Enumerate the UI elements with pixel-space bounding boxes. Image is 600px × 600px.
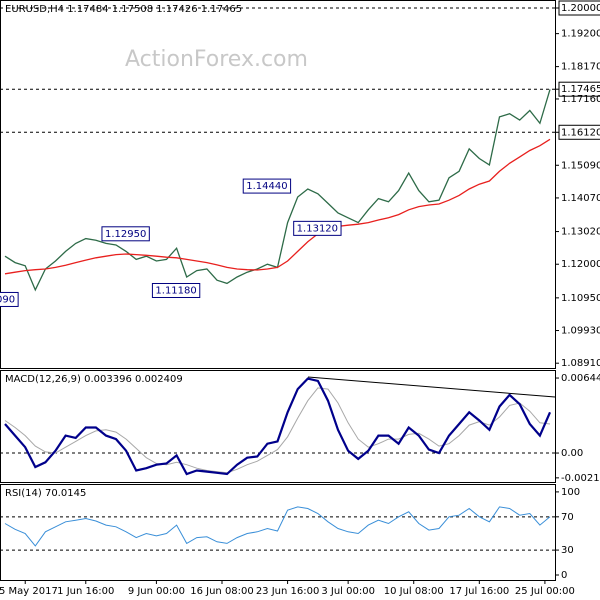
y-tick-label: 1.20000 (561, 3, 600, 14)
annotation-label: 1.13120 (297, 223, 338, 234)
y-tick-label: 70 (561, 512, 574, 523)
y-tick-label: 1.15090 (561, 160, 600, 171)
annotation-box (101, 226, 150, 242)
pane-title: RSI(14) 70.0145 (5, 488, 86, 499)
y-tick-label: 1.18170 (561, 62, 600, 73)
x-tick-label: 1 Jun 16:00 (57, 586, 114, 597)
annotation-label: 1.11180 (155, 285, 196, 296)
y-tick-label: 1.19200 (561, 29, 600, 40)
x-tick-label: 17 Jul 16:00 (449, 586, 509, 597)
y-tick-label: 1.16120 (561, 127, 600, 138)
pane-frame (0, 0, 556, 369)
price-box (558, 81, 600, 97)
annotation-box (242, 178, 292, 194)
y-tick-label: 1.17160 (561, 94, 600, 105)
x-tick-label: 3 Jul 00:00 (321, 586, 375, 597)
x-tick-label: 9 Jun 00:00 (128, 586, 185, 597)
y-tick-label: 30 (561, 545, 574, 556)
y-tick-label: 1.14070 (561, 193, 600, 204)
y-tick-label: 0 (561, 570, 567, 581)
trend-line (307, 376, 556, 398)
x-tick-label: 23 Jun 16:00 (256, 586, 320, 597)
watermark: ActionForex.com (125, 47, 308, 72)
pane-title: EURUSD,H4 1.17484 1.17508 1.17426 1.1746… (5, 4, 242, 15)
y-tick-label: 1.08910 (561, 358, 600, 369)
annotation-box (0, 291, 19, 307)
x-tick-label: 16 Jun 08:00 (190, 586, 254, 597)
pane-frame (0, 370, 556, 483)
y-tick-label: 100 (561, 487, 580, 498)
annotation-box (293, 220, 342, 236)
series-line (4, 377, 552, 476)
y-tick-label: -0.002134 (561, 473, 600, 484)
x-tick-label: 25 Jul 00:00 (515, 586, 575, 597)
x-tick-label: 10 Jul 08:00 (384, 586, 444, 597)
pane-frame (0, 484, 556, 581)
y-tick-label: 0.00 (561, 448, 583, 459)
price-box (558, 0, 600, 16)
annotation-box (151, 282, 201, 298)
y-tick-label: 1.10950 (561, 293, 600, 304)
series-line (4, 387, 551, 474)
price-box (558, 124, 600, 140)
pane-title: MACD(12,26,9) 0.003396 0.002409 (5, 374, 183, 385)
y-tick-label: 1.17465 (561, 84, 600, 95)
y-tick-label: 1.09930 (561, 326, 600, 337)
y-tick-label: 1.13020 (561, 227, 600, 238)
series-line (4, 138, 551, 275)
series-line (4, 506, 551, 547)
y-tick-label: 0.006449 (561, 373, 600, 384)
x-tick-label: 25 May 2017 (0, 586, 58, 597)
annotation-label: 1090 (0, 294, 15, 305)
annotation-label: 1.14440 (246, 181, 287, 192)
annotation-label: 1.12950 (105, 229, 146, 240)
y-tick-label: 1.12000 (561, 259, 600, 270)
